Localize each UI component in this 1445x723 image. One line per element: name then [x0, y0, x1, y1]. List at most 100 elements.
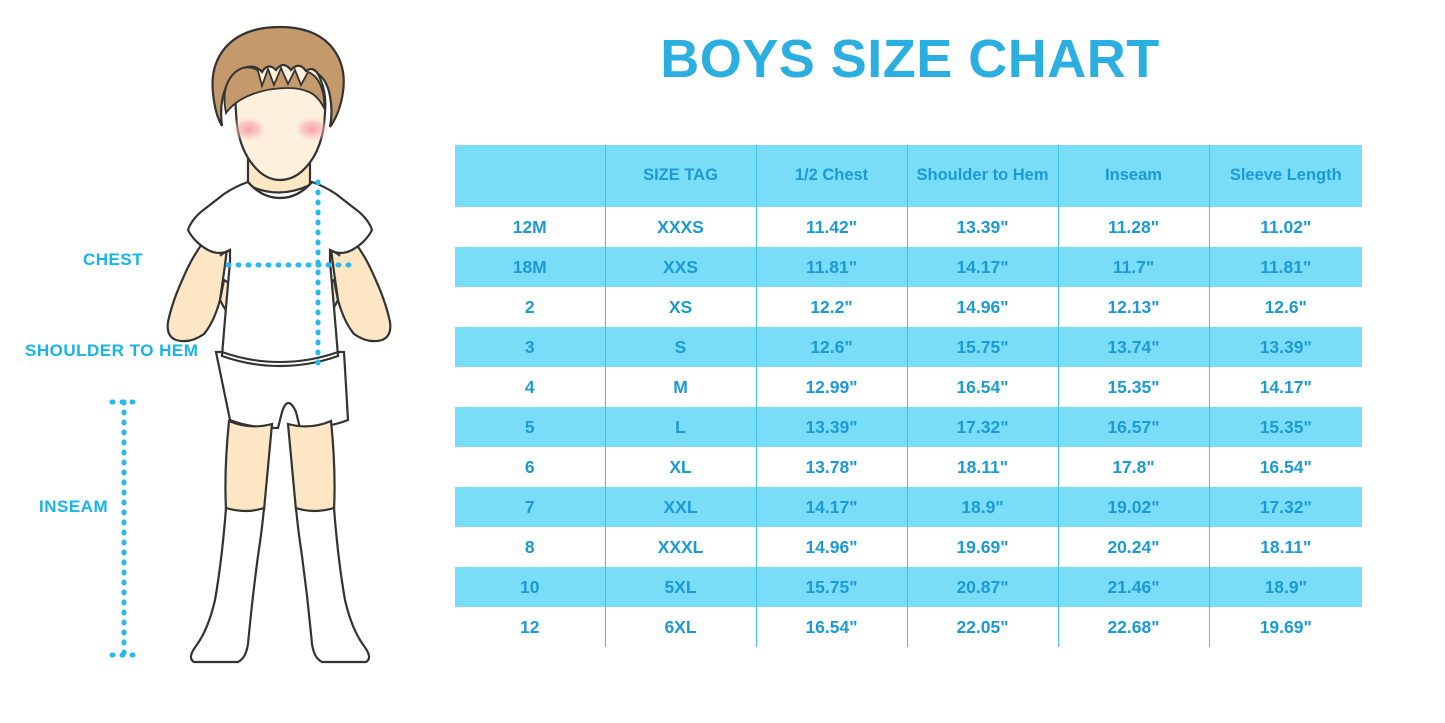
cell-size-tag: S	[604, 327, 756, 367]
size-table-head: SIZE TAG 1/2 Chest Shoulder to Hem Insea…	[455, 145, 1362, 207]
cell-shoulder-to-hem: 13.39"	[906, 207, 1058, 247]
left-sleeve-seam	[219, 249, 231, 257]
cell-half-chest: 12.99"	[755, 367, 907, 407]
table-row: 8 XXXL 14.96" 19.69" 20.24" 18.11"	[455, 527, 1362, 567]
table-row: 12 6XL 16.54" 22.05" 22.68" 19.69"	[455, 607, 1362, 647]
cell-shoulder-to-hem: 22.05"	[906, 607, 1058, 647]
illustration-panel: CHEST SHOULDER TO HEM INSEAM	[0, 0, 450, 723]
column-header-half-chest: 1/2 Chest	[755, 145, 907, 207]
cell-half-chest: 16.54"	[755, 607, 907, 647]
cell-inseam: 16.57"	[1057, 407, 1209, 447]
cell-sleeve-length: 14.17"	[1208, 367, 1362, 407]
chest-measure-label: CHEST	[83, 250, 144, 269]
cell-half-chest: 15.75"	[755, 567, 907, 607]
cell-sleeve-length: 12.6"	[1208, 287, 1362, 327]
right-thigh-shape	[286, 419, 336, 515]
cell-size-tag: XS	[604, 287, 756, 327]
cell-shoulder-to-hem: 16.54"	[906, 367, 1058, 407]
cell-inseam: 15.35"	[1057, 367, 1209, 407]
cell-inseam: 11.7"	[1057, 247, 1209, 287]
shirt-shape	[186, 180, 374, 368]
cell-sleeve-length: 11.81"	[1208, 247, 1362, 287]
cell-shoulder-to-hem: 14.17"	[906, 247, 1058, 287]
cell-shoulder-to-hem: 17.32"	[906, 407, 1058, 447]
cell-half-chest: 14.96"	[755, 527, 907, 567]
boy-figure-illustration	[109, 25, 392, 664]
size-table-container: SIZE TAG 1/2 Chest Shoulder to Hem Insea…	[455, 145, 1362, 647]
cell-inseam: 20.24"	[1057, 527, 1209, 567]
cell-size-tag: L	[604, 407, 756, 447]
cell-size-tag: XXXS	[604, 207, 756, 247]
cell-size-tag: XXL	[604, 487, 756, 527]
cell-half-chest: 13.78"	[755, 447, 907, 487]
size-table-body: 12M XXXS 11.42" 13.39" 11.28" 11.02" 18M…	[455, 207, 1362, 647]
cell-inseam: 19.02"	[1057, 487, 1209, 527]
table-header-row: SIZE TAG 1/2 Chest Shoulder to Hem Insea…	[455, 145, 1362, 207]
cell-size-tag: XXXL	[604, 527, 756, 567]
cell-half-chest: 11.81"	[755, 247, 907, 287]
cell-size: 2	[455, 287, 605, 327]
table-row: 4 M 12.99" 16.54" 15.35" 14.17"	[455, 367, 1362, 407]
column-header-sleeve-length: Sleeve Length	[1208, 145, 1362, 207]
shirt-collar-shape	[247, 181, 313, 200]
cell-size: 5	[455, 407, 605, 447]
cell-shoulder-to-hem: 18.9"	[906, 487, 1058, 527]
cell-size: 12M	[455, 207, 605, 247]
cell-half-chest: 12.2"	[755, 287, 907, 327]
cell-sleeve-length: 15.35"	[1208, 407, 1362, 447]
blush-left-icon	[230, 116, 268, 142]
cell-half-chest: 11.42"	[755, 207, 907, 247]
cell-inseam: 17.8"	[1057, 447, 1209, 487]
cell-inseam: 11.28"	[1057, 207, 1209, 247]
cell-inseam: 12.13"	[1057, 287, 1209, 327]
shirt-hem-line	[221, 351, 339, 364]
table-row: 7 XXL 14.17" 18.9" 19.02" 17.32"	[455, 487, 1362, 527]
cell-size: 7	[455, 487, 605, 527]
left-thigh-shape	[224, 419, 274, 515]
cell-inseam: 13.74"	[1057, 327, 1209, 367]
blush-right-icon	[293, 116, 331, 142]
right-sleeve-seam	[329, 249, 341, 257]
left-sock-shape	[189, 506, 266, 664]
cell-half-chest: 14.17"	[755, 487, 907, 527]
page-title: BOYS SIZE CHART	[660, 29, 1160, 89]
cell-size: 4	[455, 367, 605, 407]
table-row: 2 XS 12.2" 14.96" 12.13" 12.6"	[455, 287, 1362, 327]
hair-bangs-shape	[223, 65, 326, 116]
right-sock-shape	[294, 506, 371, 664]
cell-half-chest: 12.6"	[755, 327, 907, 367]
column-header-size	[455, 145, 605, 207]
cell-size-tag: XXS	[604, 247, 756, 287]
table-row: 12M XXXS 11.42" 13.39" 11.28" 11.02"	[455, 207, 1362, 247]
cell-size-tag: 6XL	[604, 607, 756, 647]
cell-size-tag: 5XL	[604, 567, 756, 607]
column-header-size-tag: SIZE TAG	[604, 145, 756, 207]
cell-size: 3	[455, 327, 605, 367]
column-header-shoulder-to-hem: Shoulder to Hem	[906, 145, 1058, 207]
cell-size-tag: M	[604, 367, 756, 407]
table-row: 18M XXS 11.81" 14.17" 11.7" 11.81"	[455, 247, 1362, 287]
cell-sleeve-length: 19.69"	[1208, 607, 1362, 647]
cell-inseam: 22.68"	[1057, 607, 1209, 647]
cell-shoulder-to-hem: 20.87"	[906, 567, 1058, 607]
cell-size: 10	[455, 567, 605, 607]
column-header-inseam: Inseam	[1057, 145, 1209, 207]
table-row: 6 XL 13.78" 18.11" 17.8" 16.54"	[455, 447, 1362, 487]
shoulder-to-hem-measure-label: SHOULDER TO HEM	[25, 341, 199, 360]
cell-sleeve-length: 18.9"	[1208, 567, 1362, 607]
cell-half-chest: 13.39"	[755, 407, 907, 447]
cell-inseam: 21.46"	[1057, 567, 1209, 607]
cell-sleeve-length: 16.54"	[1208, 447, 1362, 487]
cell-size: 6	[455, 447, 605, 487]
cell-sleeve-length: 18.11"	[1208, 527, 1362, 567]
cell-shoulder-to-hem: 18.11"	[906, 447, 1058, 487]
cell-size: 8	[455, 527, 605, 567]
left-arm-shape	[166, 228, 230, 343]
cell-shoulder-to-hem: 15.75"	[906, 327, 1058, 367]
table-row: 5 L 13.39" 17.32" 16.57" 15.35"	[455, 407, 1362, 447]
right-arm-shape	[328, 228, 392, 343]
cell-size-tag: XL	[604, 447, 756, 487]
inseam-measure-label: INSEAM	[39, 497, 109, 516]
cell-size: 18M	[455, 247, 605, 287]
